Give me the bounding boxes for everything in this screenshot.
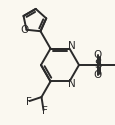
Text: O: O [93,70,101,80]
Text: F: F [41,106,47,116]
Text: S: S [93,58,101,71]
Text: F: F [25,97,31,107]
Text: O: O [20,25,28,35]
Text: N: N [68,79,75,89]
Text: N: N [68,41,75,51]
Text: O: O [93,50,101,60]
